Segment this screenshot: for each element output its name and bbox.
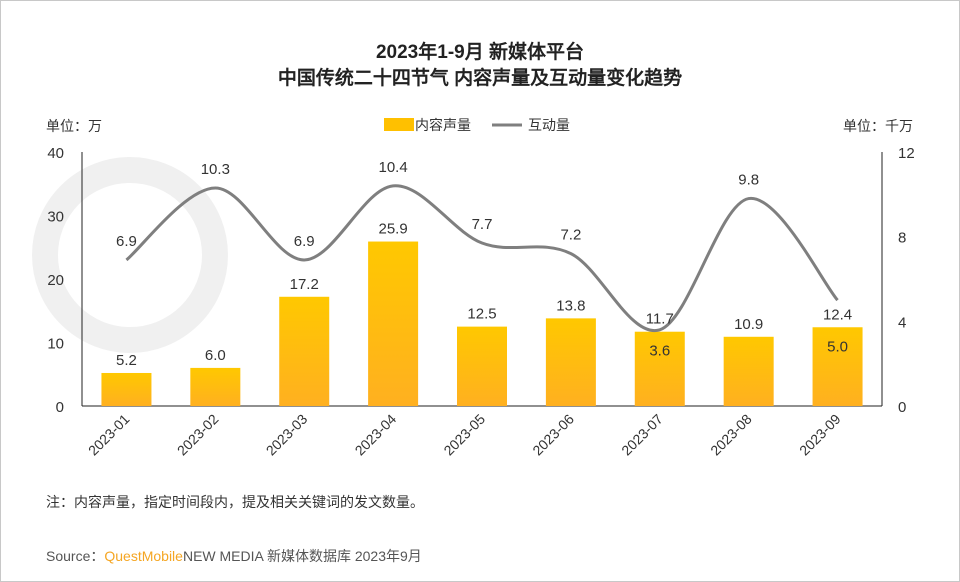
watermark-logo [32, 157, 228, 353]
left-axis-unit: 单位：万 [46, 118, 102, 134]
bar [812, 327, 863, 406]
bar [723, 336, 774, 406]
left-tick-label: 40 [47, 145, 64, 162]
right-axis-unit: 单位：千万 [843, 118, 913, 134]
line-data-label: 3.6 [649, 343, 670, 360]
bar [368, 241, 419, 406]
source: Source：QuestMobileNEW MEDIA 新媒体数据库 2023年… [46, 546, 422, 566]
line-data-label: 6.9 [116, 233, 137, 250]
bar [634, 331, 685, 406]
x-tick-label: 2023-04 [352, 411, 400, 459]
line-data-label: 7.7 [472, 216, 493, 233]
bar-data-label: 12.5 [467, 306, 496, 323]
x-tick-label: 2023-08 [707, 411, 755, 459]
line-data-label: 10.3 [201, 161, 230, 178]
line-series [125, 184, 839, 332]
right-tick-label: 8 [898, 230, 906, 247]
bar-data-label: 5.2 [116, 352, 137, 369]
left-tick-label: 10 [47, 336, 64, 353]
x-tick-label: 2023-03 [263, 411, 311, 459]
bar-data-label: 12.4 [823, 306, 852, 323]
source-brand: QuestMobile [104, 548, 183, 564]
line-data-label: 9.8 [738, 172, 759, 189]
line-data-label: 5.0 [827, 338, 848, 355]
bar [101, 372, 152, 406]
right-tick-label: 0 [898, 399, 906, 416]
right-tick-label: 4 [898, 314, 906, 331]
bar-data-label: 6.0 [205, 347, 226, 364]
chart-subtitle: 中国传统二十四节气 内容声量及互动量变化趋势 [278, 66, 682, 89]
bar [190, 367, 241, 406]
chart-title: 2023年1-9月 新媒体平台 [376, 40, 584, 63]
bar-data-label: 25.9 [379, 221, 408, 238]
x-tick-label: 2023-02 [174, 411, 222, 459]
x-tick-label: 2023-05 [440, 411, 488, 459]
right-tick-label: 12 [898, 145, 915, 162]
bar-data-label: 10.9 [734, 316, 763, 333]
bar-data-label: 13.8 [556, 297, 585, 314]
bar-data-label: 11.7 [646, 311, 674, 328]
bar [279, 296, 330, 406]
source-rest: NEW MEDIA 新媒体数据库 2023年9月 [182, 548, 422, 564]
left-tick-label: 0 [56, 399, 64, 416]
x-tick-label: 2023-07 [618, 411, 666, 459]
source-label: Source： [46, 548, 105, 564]
legend: 内容声量 互动量 [384, 117, 570, 133]
bar [545, 318, 596, 406]
legend-bar-swatch [384, 118, 414, 131]
left-tick-label: 30 [47, 209, 64, 226]
bar-data-label: 17.2 [290, 276, 319, 293]
line-data-label: 10.4 [379, 159, 408, 176]
note: 注：内容声量，指定时间段内，提及相关关键词的发文数量。 [46, 494, 424, 510]
x-tick-label: 2023-01 [85, 411, 133, 459]
legend-line-label: 互动量 [528, 117, 570, 133]
line-data-label: 6.9 [294, 233, 315, 250]
watermark-ring [32, 157, 228, 353]
bar [457, 326, 507, 406]
line-data-label: 7.2 [560, 227, 581, 244]
x-tick-label: 2023-06 [529, 411, 577, 459]
left-tick-label: 20 [47, 272, 64, 289]
legend-bar-label: 内容声量 [415, 117, 471, 133]
x-tick-label: 2023-09 [796, 411, 844, 459]
